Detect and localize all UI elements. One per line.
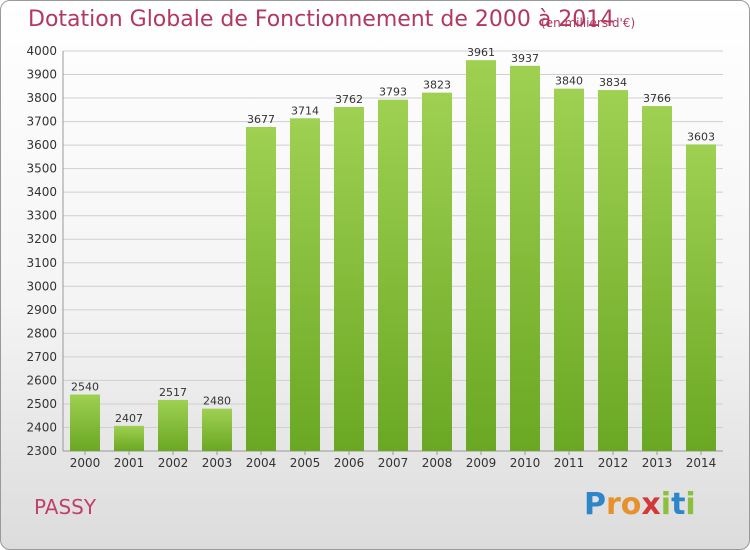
bar-2003 [202,408,232,451]
x-tick-label: 2007 [378,456,409,470]
y-tick-label: 3600 [26,138,57,152]
data-label: 2480 [203,395,231,408]
x-tick-label: 2005 [290,456,321,470]
y-tick-label: 3400 [26,185,57,199]
y-tick-label: 4000 [26,44,57,58]
bar-2014 [686,144,716,452]
y-tick-label: 2500 [26,397,57,411]
x-tick-label: 2004 [246,456,277,470]
y-tick-label: 2900 [26,303,57,317]
bar-2010 [510,65,540,451]
x-tick-label: 2002 [158,456,189,470]
data-label: 3840 [555,75,583,88]
data-label: 3793 [379,86,407,99]
data-label: 2407 [115,412,143,425]
x-tick-label: 2013 [642,456,673,470]
x-tick-label: 2010 [510,456,541,470]
data-label: 2517 [159,386,187,399]
x-tick-label: 2009 [466,456,497,470]
y-tick-label: 3500 [26,162,57,176]
data-label: 3603 [687,130,715,143]
y-tick-label: 3700 [26,115,57,129]
logo-letter: r [606,487,621,522]
bar-2009 [466,60,496,451]
y-tick-label: 3100 [26,256,57,270]
proxiti-logo: Proxiti [584,487,696,522]
data-label: 3823 [423,79,451,92]
y-tick-label: 2300 [26,444,57,458]
y-tick-label: 2800 [26,326,57,340]
y-tick-label: 2600 [26,373,57,387]
data-label: 3677 [247,113,275,126]
chart-subtitle: (en milliers d'€) [541,16,636,30]
y-tick-label: 3200 [26,232,57,246]
data-label: 3834 [599,76,627,89]
x-tick-label: 2014 [686,456,717,470]
bar-2000 [70,394,100,451]
y-tick-label: 3300 [26,209,57,223]
y-tick-label: 3000 [26,279,57,293]
x-tick-label: 2006 [334,456,365,470]
logo-letter: P [584,487,606,522]
data-label: 3766 [643,92,671,105]
logo-letter: t [671,487,686,522]
data-label: 3937 [511,52,539,65]
logo-letter: x [641,487,661,522]
bar-2005 [290,118,320,451]
logo-letter: o [620,487,642,522]
location-label: PASSY [34,495,97,519]
bar-2012 [598,90,628,451]
x-tick-label: 2008 [422,456,453,470]
bar-2004 [246,127,276,451]
y-tick-label: 2700 [26,350,57,364]
label-layer: 2300 2400 2500 2600 2700 2800 2900 3000 3100 3200… [26,44,716,470]
data-label: 3961 [467,46,495,59]
chart-title: Dotation Globale de Fonctionnement de 20… [28,7,615,32]
y-tick-label: 3900 [26,68,57,82]
x-tick-label: 2001 [114,456,145,470]
bar-2002 [158,399,188,451]
logo-letter: i [685,487,696,522]
logo-letter: i [660,487,672,522]
y-tick-label: 2400 [26,420,57,434]
bar-2013 [642,106,672,451]
bar-2008 [422,92,452,451]
bar-2007 [378,99,408,452]
x-tick-label: 2011 [554,456,585,470]
x-tick-label: 2012 [598,456,629,470]
x-tick-label: 2000 [70,456,101,470]
y-tick-label: 3800 [26,91,57,105]
data-label: 3714 [291,104,319,117]
bar-2006 [334,107,364,451]
bar-2001 [114,425,144,451]
bar-layer [70,60,716,452]
bar-2011 [554,88,584,451]
data-label: 2540 [71,381,99,394]
x-tick-label: 2003 [202,456,233,470]
data-label: 3762 [335,93,363,106]
